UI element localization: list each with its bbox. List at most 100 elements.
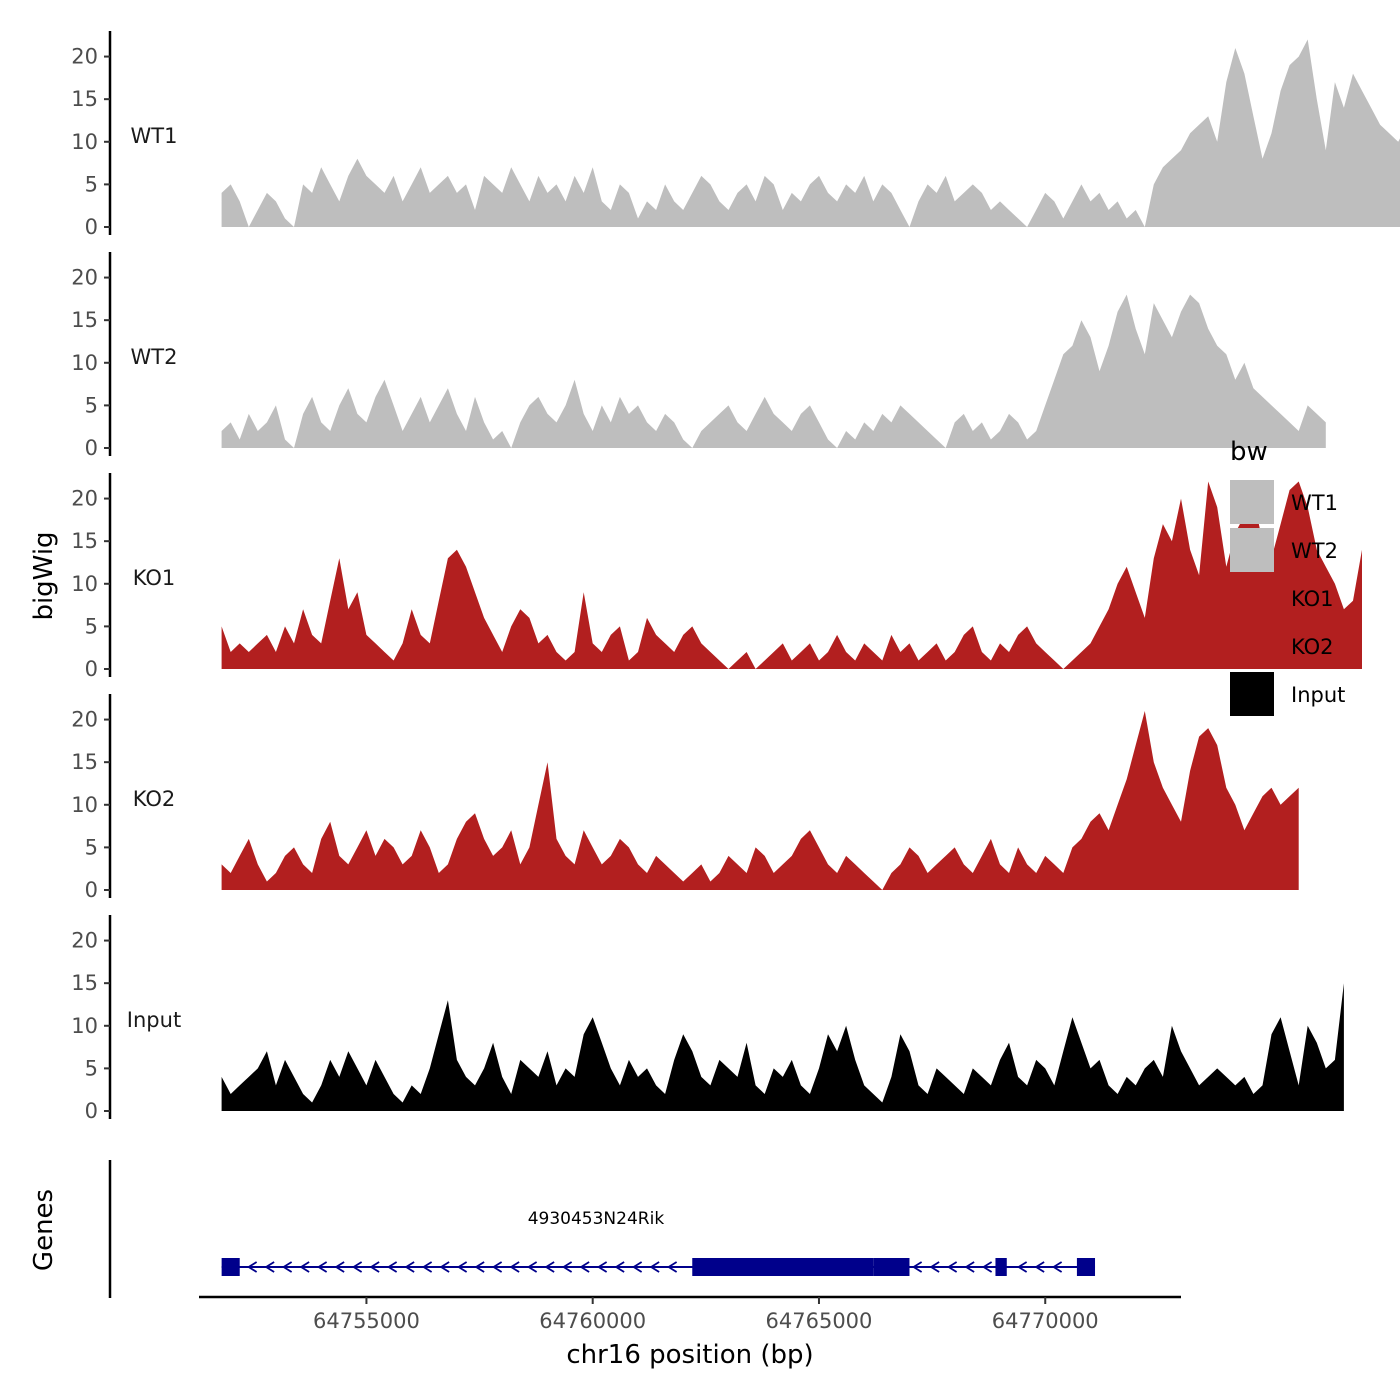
strand-arrow [246, 1261, 258, 1273]
legend-label: WT1 [1291, 491, 1338, 515]
track-label: Input [127, 1008, 181, 1032]
y-tick-label: 20 [71, 266, 98, 290]
strand-arrow [421, 1261, 433, 1273]
strand-arrow [264, 1261, 275, 1273]
legend-title: bw [1230, 437, 1268, 467]
y-tick-label: 15 [71, 971, 98, 995]
y-tick-label: 20 [71, 708, 98, 732]
coverage-tracks: 0 5 10 15 20 WT1 0 5 10 15 20 WT2 0 5 10 15 20 KO1 0 5 10 15 2… [71, 31, 1400, 1123]
legend-swatch [1230, 576, 1274, 620]
strand-arrow [964, 1261, 975, 1273]
y-tick-label: 0 [85, 657, 98, 681]
genes-axis-title: Genes [29, 1189, 59, 1271]
x-tick-label: 64760000 [539, 1309, 646, 1333]
strand-arrow [351, 1261, 363, 1273]
x-tick-label: 64755000 [313, 1309, 420, 1333]
strand-arrow [1016, 1261, 1028, 1273]
gene-models: 4930453N24Rik [221, 1209, 1096, 1276]
strand-arrow [491, 1261, 503, 1273]
y-tick-label: 5 [85, 835, 98, 859]
legend-swatch [1230, 528, 1274, 572]
legend-swatch [1230, 480, 1274, 524]
strand-arrow [439, 1261, 450, 1273]
track-label: KO2 [133, 787, 176, 811]
y-tick-label: 15 [71, 529, 98, 553]
x-tick-label: 64765000 [766, 1309, 873, 1333]
strand-arrow [544, 1261, 555, 1273]
strand-arrow [281, 1261, 293, 1273]
strand-arrow [596, 1261, 608, 1273]
track-wt1: 0 5 10 15 20 WT1 [71, 31, 1400, 239]
gene-exon [995, 1258, 1007, 1276]
strand-arrow [369, 1261, 380, 1273]
legend-swatch [1230, 672, 1274, 716]
track-wt2: 0 5 10 15 20 WT2 [71, 252, 1326, 460]
strand-arrow [316, 1261, 328, 1273]
legend-label: KO2 [1291, 635, 1334, 659]
y-tick-label: 5 [85, 172, 98, 196]
strand-arrow [946, 1261, 958, 1273]
gene-exon [221, 1258, 240, 1276]
y-tick-label: 20 [71, 929, 98, 953]
strand-arrow [666, 1261, 678, 1273]
y-tick-label: 20 [71, 45, 98, 69]
y-tick-label: 15 [71, 308, 98, 332]
strand-arrow [334, 1261, 345, 1273]
coverage-area-wt2 [221, 294, 1326, 448]
legend-entry-input: Input [1230, 672, 1345, 716]
strand-arrow [929, 1261, 940, 1273]
track-ko1: 0 5 10 15 20 KO1 [71, 473, 1363, 681]
y-tick-label: 15 [71, 87, 98, 111]
strand-arrow [1051, 1261, 1063, 1273]
coverage-area-input [221, 983, 1344, 1111]
legend-label: Input [1291, 683, 1345, 707]
y-tick-label: 0 [85, 436, 98, 460]
strand-arrow [404, 1261, 415, 1273]
strand-arrow [456, 1261, 468, 1273]
track-ko2: 0 5 10 15 20 KO2 [71, 694, 1299, 902]
gene-model: 4930453N24Rik [221, 1209, 1096, 1276]
y-tick-label: 5 [85, 614, 98, 638]
coverage-area-ko2 [221, 711, 1299, 890]
legend-entry-ko2: KO2 [1230, 624, 1334, 668]
legend-entry-wt2: WT2 [1230, 528, 1338, 572]
y-tick-label: 10 [71, 1014, 98, 1038]
x-axis-title: chr16 position (bp) [566, 1340, 813, 1370]
x-tick-label: 64770000 [992, 1309, 1099, 1333]
strand-arrow [386, 1261, 398, 1273]
y-tick-label: 5 [85, 393, 98, 417]
y-tick-label: 0 [85, 215, 98, 239]
track-input: 0 5 10 15 20 Input [71, 915, 1344, 1123]
gene-exon [692, 1258, 874, 1276]
y-tick-label: 15 [71, 750, 98, 774]
gene-exon [873, 1258, 910, 1276]
y-tick-label: 10 [71, 793, 98, 817]
genes-panel: Genes 4930453N24Rik [29, 1160, 1096, 1298]
y-tick-label: 0 [85, 1099, 98, 1123]
y-tick-label: 20 [71, 487, 98, 511]
track-label: WT2 [131, 345, 178, 369]
strand-arrow [614, 1261, 625, 1273]
strand-arrow [561, 1261, 573, 1273]
legend-entries: WT1 WT2 KO1 KO2 Input [1230, 480, 1345, 716]
strand-arrow [911, 1261, 923, 1273]
strand-arrow [474, 1261, 485, 1273]
x-ticks: 64755000 64760000 64765000 64770000 [313, 1297, 1099, 1333]
legend-entry-ko1: KO1 [1230, 576, 1334, 620]
strand-arrow [631, 1261, 643, 1273]
x-axis: 64755000 64760000 64765000 64770000 chr16 p… [199, 1295, 1181, 1370]
y-tick-label: 10 [71, 130, 98, 154]
strand-arrow [299, 1261, 310, 1273]
strand-arrow [579, 1261, 590, 1273]
legend: bw WT1 WT2 KO1 KO2 Input [1230, 437, 1345, 716]
coverage-area-ko1 [221, 481, 1363, 669]
legend-swatch [1230, 624, 1274, 668]
legend-label: WT2 [1291, 539, 1338, 563]
y-tick-label: 10 [71, 351, 98, 375]
coverage-area-wt1 [221, 39, 1400, 227]
strand-arrow [1034, 1261, 1045, 1273]
gene-name-label: 4930453N24Rik [528, 1209, 665, 1229]
y-tick-label: 0 [85, 878, 98, 902]
